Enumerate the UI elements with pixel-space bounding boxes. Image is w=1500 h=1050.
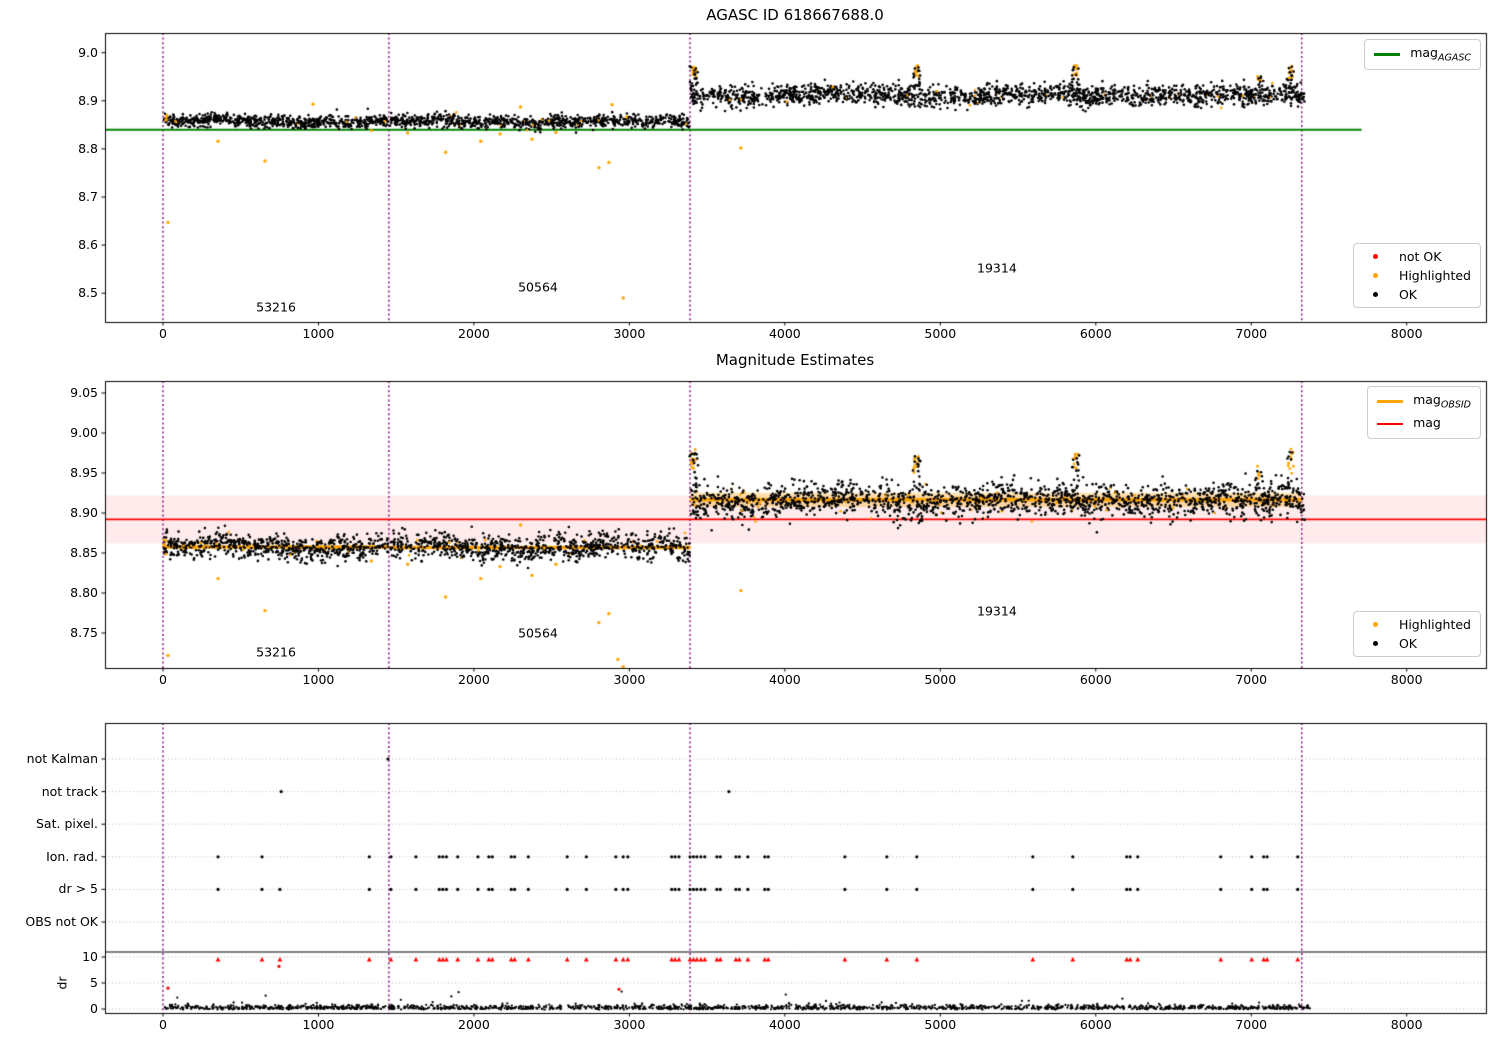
p3-xtick-label: 8000	[1390, 1016, 1423, 1032]
p1-ytick-label: 8.8	[78, 140, 98, 156]
p2-xtick-label: 8000	[1390, 671, 1423, 687]
p3-row-label: not track	[41, 783, 98, 799]
not-ok-dot-swatch	[1372, 254, 1378, 259]
p3-xtick-label: 7000	[1235, 1016, 1268, 1032]
p1-obsid-annotation: 53216	[256, 299, 296, 315]
p2-ytick-label: 9.00	[70, 424, 98, 440]
p1-ytick-label: 8.7	[78, 188, 98, 204]
p2-xtick-label: 4000	[768, 671, 801, 687]
mag-line-swatch	[1377, 422, 1404, 425]
p3-xtick-label: 5000	[924, 1016, 957, 1032]
p1-ytick-label: 9.0	[78, 44, 98, 60]
p3-xtick-label: 0	[159, 1016, 167, 1032]
p1-obsid-annotation: 19314	[977, 260, 1017, 276]
ok-dot-swatch	[1372, 292, 1378, 297]
highlighted-dot-swatch	[1372, 273, 1378, 278]
p1-xtick-label: 5000	[924, 325, 957, 341]
p3-row-label: Sat. pixel.	[36, 815, 98, 831]
legend-row-ok: OK	[1363, 287, 1471, 302]
p2-xtick-label: 6000	[1079, 671, 1112, 687]
p3-dr-tick-label: 10	[82, 948, 98, 964]
legend-label-mag-obsid: magOBSID	[1413, 392, 1471, 411]
p1-ytick-label: 8.6	[78, 236, 98, 252]
legend-panel2-points: Highlighted OK	[1352, 611, 1481, 657]
legend-panel2-lines: magOBSID mag	[1367, 386, 1481, 439]
panel2-title: Magnitude Estimates	[715, 351, 875, 369]
p1-xtick-label: 0	[159, 325, 167, 341]
p2-xtick-label: 5000	[924, 671, 957, 687]
p2-xtick-label: 3000	[613, 671, 646, 687]
panel1-title: AGASC ID 618667688.0	[706, 6, 884, 24]
p3-xtick-label: 3000	[613, 1016, 646, 1032]
legend-label-ok: OK	[1398, 287, 1417, 302]
legend-label-highlighted2: Highlighted	[1398, 617, 1471, 632]
legend-label-ok2: OK	[1398, 636, 1417, 651]
p1-xtick-label: 7000	[1235, 325, 1268, 341]
p1-ytick-label: 8.5	[78, 284, 98, 300]
p1-xtick-label: 1000	[302, 325, 335, 341]
legend-row-not-ok: not OK	[1363, 249, 1471, 264]
p2-ytick-label: 8.95	[70, 464, 98, 480]
mag-agasc-line-swatch	[1374, 53, 1401, 56]
p2-obsid-annotation: 19314	[977, 603, 1017, 619]
p2-obsid-annotation: 53216	[256, 644, 296, 660]
p3-dr-axis-label: dr	[54, 976, 70, 990]
p2-obsid-annotation: 50564	[518, 625, 558, 641]
p3-row-label: not Kalman	[26, 750, 98, 766]
legend-row-highlighted: Highlighted	[1363, 268, 1471, 283]
legend-label-highlighted: Highlighted	[1398, 268, 1471, 283]
legend-panel1-points: not OK Highlighted OK	[1352, 243, 1481, 308]
p3-dr-tick-label: 0	[90, 1000, 98, 1016]
p1-xtick-label: 2000	[458, 325, 490, 341]
p1-xtick-label: 3000	[613, 325, 646, 341]
p1-xtick-label: 6000	[1079, 325, 1112, 341]
p3-xtick-label: 4000	[768, 1016, 801, 1032]
p3-xtick-label: 1000	[302, 1016, 335, 1032]
p1-xtick-label: 8000	[1390, 325, 1423, 341]
p2-ytick-label: 8.80	[70, 584, 98, 600]
p3-row-label: OBS not OK	[25, 913, 98, 929]
p2-ytick-label: 8.75	[70, 624, 98, 640]
p1-xtick-label: 4000	[768, 325, 801, 341]
legend-mag-agasc: magAGASC	[1364, 39, 1481, 70]
p3-row-label: Ion. rad.	[46, 848, 98, 864]
p1-ytick-label: 8.9	[78, 92, 98, 108]
legend-row-mag-obsid: magOBSID	[1377, 392, 1471, 411]
p3-xtick-label: 6000	[1079, 1016, 1112, 1032]
p3-row-label: dr > 5	[58, 881, 98, 897]
legend-row-highlighted2: Highlighted	[1363, 617, 1471, 632]
p2-xtick-label: 7000	[1235, 671, 1268, 687]
p2-xtick-label: 0	[159, 671, 167, 687]
legend-row-ok2: OK	[1363, 636, 1471, 651]
legend-label-mag-agasc: magAGASC	[1410, 45, 1471, 64]
legend-label-not-ok: not OK	[1398, 249, 1442, 264]
p2-xtick-label: 2000	[458, 671, 490, 687]
p3-dr-tick-label: 5	[90, 974, 98, 990]
highlighted-dot-swatch	[1372, 622, 1378, 627]
legend-row-mag-agasc: magAGASC	[1374, 45, 1471, 64]
p2-ytick-label: 9.05	[70, 384, 98, 400]
p2-xtick-label: 1000	[302, 671, 335, 687]
legend-label-mag: mag	[1413, 414, 1441, 430]
p2-ytick-label: 8.90	[70, 504, 98, 520]
p3-xtick-label: 2000	[458, 1016, 490, 1032]
mag-obsid-line-swatch	[1377, 399, 1404, 403]
ok-dot-swatch	[1372, 641, 1378, 646]
p2-ytick-label: 8.85	[70, 544, 98, 560]
legend-row-mag: mag	[1377, 415, 1471, 434]
p1-obsid-annotation: 50564	[518, 279, 558, 295]
